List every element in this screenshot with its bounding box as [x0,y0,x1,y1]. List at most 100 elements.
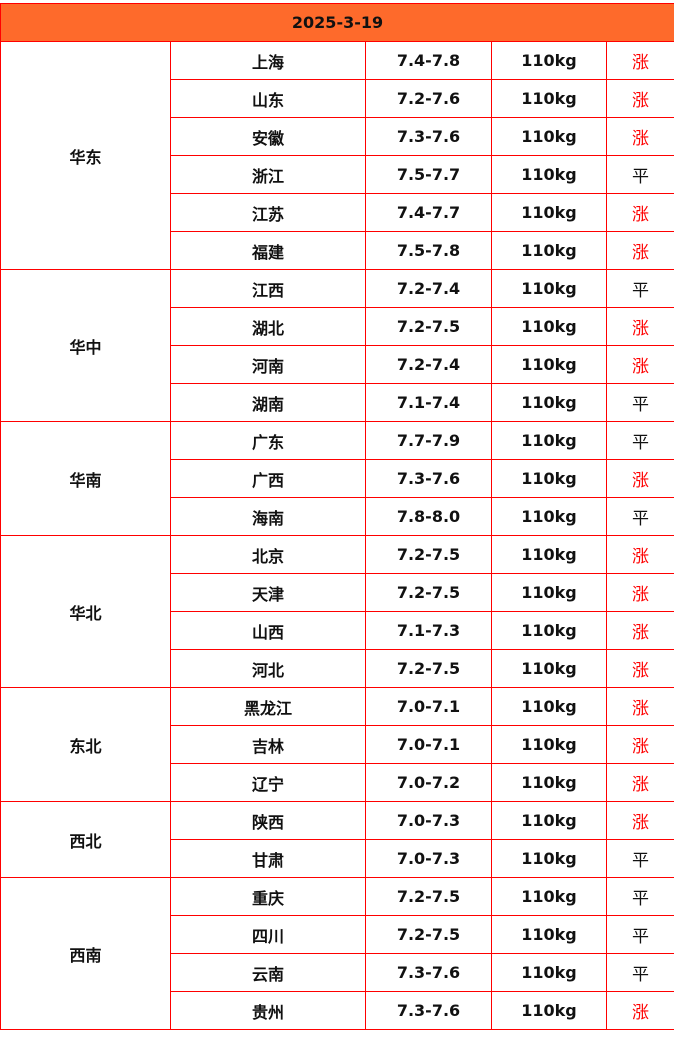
table-row: 华东 上海 7.4-7.8 110kg 涨 [0,41,674,270]
table-row: 山西 7.1-7.3 110kg 涨 [1,611,674,650]
price-cell: 7.1-7.3 [365,611,492,650]
province-cell: 广东 [170,421,366,460]
weight-cell: 110kg [491,877,607,916]
weight-cell: 110kg [491,79,607,118]
table-row: 华中 江西 7.2-7.4 110kg 平 [0,269,674,422]
trend-cell: 涨 [605,193,674,232]
table-row: 辽宁 7.0-7.2 110kg 涨 [1,763,674,802]
region-cell: 西南 [0,877,171,1030]
province-cell: 辽宁 [170,763,366,802]
price-cell: 7.2-7.4 [365,345,492,384]
table-row: 河北 7.2-7.5 110kg 涨 [1,649,674,688]
price-cell: 7.2-7.5 [365,877,492,916]
trend-cell: 涨 [605,801,674,840]
province-cell: 天津 [170,573,366,612]
province-cell: 湖北 [170,307,366,346]
trend-cell: 涨 [605,649,674,688]
trend-cell: 涨 [605,991,674,1030]
price-cell: 7.5-7.7 [365,155,492,194]
trend-cell: 平 [605,155,674,194]
weight-cell: 110kg [491,421,607,460]
table-row: 四川 7.2-7.5 110kg 平 [1,915,674,954]
price-cell: 7.0-7.1 [365,687,492,726]
province-cell: 江苏 [170,193,366,232]
trend-cell: 涨 [605,725,674,764]
table-row: 西北 陕西 7.0-7.3 110kg 涨 [0,801,674,878]
weight-cell: 110kg [491,307,607,346]
price-cell: 7.8-8.0 [365,497,492,536]
trend-cell: 涨 [605,41,674,80]
weight-cell: 110kg [491,155,607,194]
weight-cell: 110kg [491,915,607,954]
province-cell: 陕西 [170,801,366,840]
trend-cell: 平 [605,497,674,536]
trend-cell: 平 [605,269,674,308]
table-row: 贵州 7.3-7.6 110kg 涨 [1,991,674,1030]
price-cell: 7.3-7.6 [365,459,492,498]
province-cell: 北京 [170,535,366,574]
table-row: 云南 7.3-7.6 110kg 平 [1,953,674,992]
trend-cell: 平 [605,877,674,916]
province-cell: 重庆 [170,877,366,916]
table-row: 湖北 7.2-7.5 110kg 涨 [1,307,674,346]
weight-cell: 110kg [491,801,607,840]
price-cell: 7.3-7.6 [365,953,492,992]
weight-cell: 110kg [491,611,607,650]
trend-cell: 平 [605,383,674,422]
trend-cell: 涨 [605,459,674,498]
price-cell: 7.0-7.3 [365,801,492,840]
table-row: 东北 黑龙江 7.0-7.1 110kg 涨 [0,687,674,802]
region-cell: 华中 [0,269,171,422]
trend-cell: 涨 [605,763,674,802]
weight-cell: 110kg [491,41,607,80]
weight-cell: 110kg [491,725,607,764]
weight-cell: 110kg [491,117,607,156]
price-cell: 7.0-7.3 [365,839,492,878]
trend-cell: 平 [605,421,674,460]
province-cell: 海南 [170,497,366,536]
price-cell: 7.5-7.8 [365,231,492,270]
trend-cell: 涨 [605,687,674,726]
price-cell: 7.4-7.7 [365,193,492,232]
province-cell: 山西 [170,611,366,650]
province-cell: 云南 [170,953,366,992]
province-cell: 江西 [170,269,366,308]
region-cell: 华东 [0,41,171,270]
table-row: 天津 7.2-7.5 110kg 涨 [1,573,674,612]
weight-cell: 110kg [491,345,607,384]
price-cell: 7.2-7.6 [365,79,492,118]
table-row: 吉林 7.0-7.1 110kg 涨 [1,725,674,764]
trend-cell: 涨 [605,231,674,270]
province-cell: 吉林 [170,725,366,764]
province-cell: 四川 [170,915,366,954]
table-row: 华北 北京 7.2-7.5 110kg 涨 [0,535,674,688]
province-cell: 福建 [170,231,366,270]
weight-cell: 110kg [491,231,607,270]
province-cell: 安徽 [170,117,366,156]
trend-cell: 平 [605,839,674,878]
price-cell: 7.2-7.5 [365,649,492,688]
price-cell: 7.7-7.9 [365,421,492,460]
province-cell: 山东 [170,79,366,118]
weight-cell: 110kg [491,497,607,536]
region-cell: 华南 [0,421,171,536]
weight-cell: 110kg [491,383,607,422]
trend-cell: 涨 [605,573,674,612]
weight-cell: 110kg [491,269,607,308]
price-cell: 7.0-7.1 [365,725,492,764]
region-cell: 东北 [0,687,171,802]
trend-cell: 涨 [605,535,674,574]
price-cell: 7.0-7.2 [365,763,492,802]
price-cell: 7.2-7.5 [365,573,492,612]
price-cell: 7.2-7.5 [365,915,492,954]
weight-cell: 110kg [491,649,607,688]
price-table: 2025-3-19 华东 上海 7.4-7.8 110kg 涨山东 7.2-7.6 110k… [0,3,674,1030]
province-cell: 湖南 [170,383,366,422]
table-row: 浙江 7.5-7.7 110kg 平 [1,155,674,194]
table-row: 甘肃 7.0-7.3 110kg 平 [1,839,674,878]
price-cell: 7.2-7.5 [365,307,492,346]
weight-cell: 110kg [491,763,607,802]
weight-cell: 110kg [491,459,607,498]
price-cell: 7.1-7.4 [365,383,492,422]
table-row: 江苏 7.4-7.7 110kg 涨 [1,193,674,232]
